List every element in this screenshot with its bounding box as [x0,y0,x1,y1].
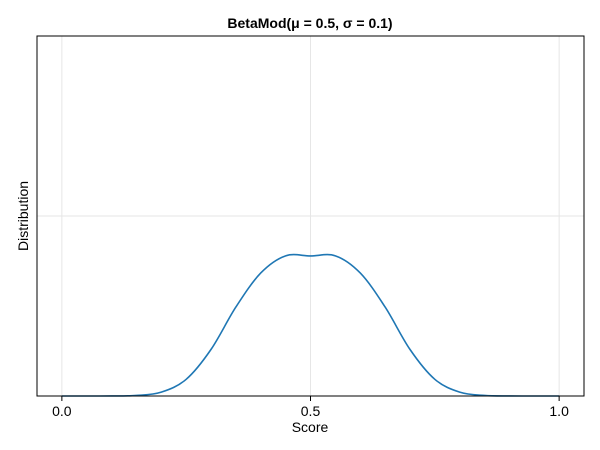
x-axis-label: Score [292,419,329,435]
chart-title: BetaMod(μ = 0.5, σ = 0.1) [227,15,392,31]
grid-layer [37,36,584,396]
x-tick-label: 1.0 [549,403,569,419]
x-tick-label: 0.5 [301,403,321,419]
x-tick-label: 0.0 [52,403,72,419]
tick-layer: 0.0 0.5 1.0 [52,396,569,419]
series-layer [61,253,560,397]
y-axis-label: Distribution [15,181,31,251]
series-line [61,253,560,397]
